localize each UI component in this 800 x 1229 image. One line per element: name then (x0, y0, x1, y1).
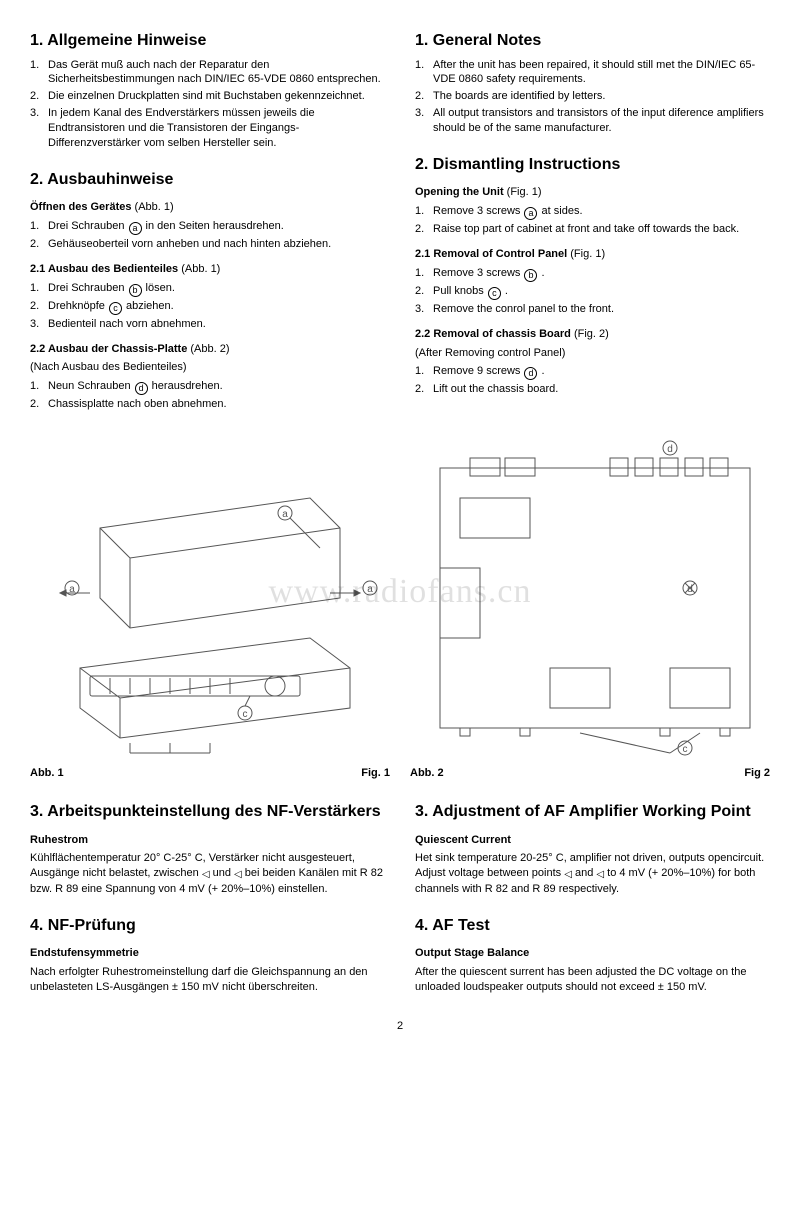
fig1-left: Abb. 1 (30, 766, 64, 781)
label-a-icon: a (524, 207, 537, 220)
de-s2-sub2: 2.1 Ausbau des Bedienteiles (Abb. 1) (30, 262, 385, 277)
de-s3-title: 3. Arbeitspunkteinstellung des NF-Verstä… (30, 801, 385, 823)
en-s2-sub3-note: (After Removing control Panel) (415, 346, 770, 361)
column-english: 1. General Notes 1.After the unit has be… (415, 30, 770, 418)
svg-text:d: d (667, 444, 673, 455)
label-c-icon: c (109, 302, 122, 315)
label-c-icon: c (488, 287, 501, 300)
label-b-icon: b (129, 284, 142, 297)
en-s3-title: 3. Adjustment of AF Amplifier Working Po… (415, 801, 770, 823)
top-columns: 1. Allgemeine Hinweise 1.Das Gerät muß a… (30, 30, 770, 418)
en-s2-sub2-list: 1.Remove 3 screws b . 2.Pull knobs c . 3… (415, 266, 770, 317)
de-s3-text: Kühlflächentemperatur 20° C-25° C, Verst… (30, 851, 385, 896)
de-s2-title: 2. Ausbauhinweise (30, 169, 385, 191)
en-s3-text: Het sink temperature 20-25° C, amplifier… (415, 851, 770, 896)
en-s4-title: 4. AF Test (415, 915, 770, 937)
figure-1-svg: a a a c (30, 438, 390, 758)
figure-2-svg: d d c (410, 438, 770, 758)
bottom-columns: 3. Arbeitspunkteinstellung des NF-Verstä… (30, 801, 770, 999)
point-icon: ◁ (234, 868, 242, 882)
de-s2-sub2-list: 1.Drei Schrauben b lösen. 2.Drehknöpfe c… (30, 281, 385, 332)
de-s2-sub1-list: 1.Drei Schrauben a in den Seiten herausd… (30, 219, 385, 252)
svg-text:c: c (683, 744, 688, 755)
figure-1: a a a c Abb. 1 Fig. 1 (30, 438, 390, 781)
en-s2-sub1-list: 1.Remove 3 screws a at sides. 2.Raise to… (415, 204, 770, 237)
en-s2-title: 2. Dismantling Instructions (415, 154, 770, 176)
en-s2-sub3: 2.2 Removal of chassis Board (Fig. 2) (415, 327, 770, 342)
point-icon: ◁ (202, 868, 210, 882)
en-s2-sub1: Opening the Unit (Fig. 1) (415, 185, 770, 200)
en-s2-sub3-list: 1.Remove 9 screws d . 2.Lift out the cha… (415, 364, 770, 397)
fig2-left: Abb. 2 (410, 766, 444, 781)
de-s1-list: 1.Das Gerät muß auch nach der Reparatur … (30, 58, 385, 151)
label-d-icon: d (135, 382, 148, 395)
de-s1-title: 1. Allgemeine Hinweise (30, 30, 385, 52)
de-s4-text: Nach erfolgter Ruhestromeinstellung darf… (30, 965, 385, 995)
point-icon: ◁ (564, 868, 572, 882)
svg-text:a: a (367, 584, 373, 595)
de-s2-sub1: Öffnen des Gerätes (Abb. 1) (30, 200, 385, 215)
en-s2-sub2: 2.1 Removal of Control Panel (Fig. 1) (415, 247, 770, 262)
de-s4-sub: Endstufensymmetrie (30, 946, 385, 961)
de-s2-sub3-list: 1.Neun Schrauben d herausdrehen. 2.Chass… (30, 379, 385, 412)
de-s2-sub3-note: (Nach Ausbau des Bedienteiles) (30, 360, 385, 375)
figure-row: www.radiofans.cn (30, 438, 770, 781)
en-s3-sub: Quiescent Current (415, 833, 770, 848)
en-s1-list: 1.After the unit has been repaired, it s… (415, 58, 770, 136)
label-b-icon: b (524, 269, 537, 282)
column-german: 1. Allgemeine Hinweise 1.Das Gerät muß a… (30, 30, 385, 418)
en-s4-sub: Output Stage Balance (415, 946, 770, 961)
fig1-right: Fig. 1 (361, 766, 390, 781)
en-s4-text: After the quiescent surrent has been adj… (415, 965, 770, 995)
svg-text:a: a (69, 584, 75, 595)
point-icon: ◁ (596, 868, 604, 882)
svg-text:c: c (243, 709, 248, 720)
label-a-icon: a (129, 222, 142, 235)
fig2-right: Fig 2 (744, 766, 770, 781)
de-s2-sub3: 2.2 Ausbau der Chassis-Platte (Abb. 2) (30, 342, 385, 357)
figure-2: d d c Abb. 2 Fig 2 (410, 438, 770, 781)
column-english-bottom: 3. Adjustment of AF Amplifier Working Po… (415, 801, 770, 999)
page-number: 2 (30, 1019, 770, 1034)
svg-text:a: a (282, 509, 288, 520)
en-s1-title: 1. General Notes (415, 30, 770, 52)
column-german-bottom: 3. Arbeitspunkteinstellung des NF-Verstä… (30, 801, 385, 999)
de-s4-title: 4. NF-Prüfung (30, 915, 385, 937)
de-s3-sub: Ruhestrom (30, 833, 385, 848)
label-d-icon: d (524, 367, 537, 380)
